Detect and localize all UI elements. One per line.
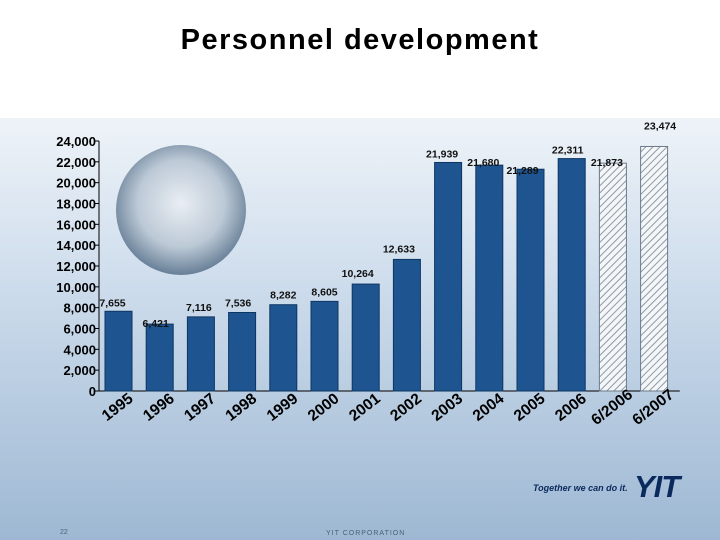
corporation-label: YIT CORPORATION [326,530,406,537]
category-label: 1996 [140,390,178,425]
data-label: 7,655 [99,297,125,309]
y-tick-label: 24,000 [56,134,96,149]
y-tick-label: 20,000 [56,176,96,191]
data-label: 8,282 [270,290,296,302]
y-tick-label: 10,000 [56,280,96,295]
data-label: 21,289 [506,165,538,177]
bar [392,258,421,392]
data-label: 8,605 [311,286,337,298]
data-label: 22,311 [552,145,584,157]
bar [186,316,215,392]
bar [557,158,586,392]
category-label: 2005 [511,390,549,425]
data-label: 21,680 [467,157,499,169]
category-label: 1999 [264,390,302,425]
group-photo-icon [116,145,246,275]
category-label: 2006 [552,390,590,425]
data-label: 21,939 [426,148,458,160]
bar [228,312,257,392]
y-tick-label: 16,000 [56,217,96,232]
bar [104,310,133,392]
category-label: 6/2006 [588,386,636,429]
category-label: 2000 [305,390,343,425]
bar [351,283,380,392]
bar [269,304,298,392]
slogan: Together we can do it. [533,483,628,493]
bar [475,164,504,392]
y-tick-label: 22,000 [56,155,96,170]
data-label: 10,264 [342,268,374,280]
page-number: 22 [60,529,68,536]
bar [640,145,669,392]
category-label: 2001 [346,390,384,425]
bar [310,300,339,392]
y-tick-label: 12,000 [56,259,96,274]
category-label: 1997 [181,390,219,425]
yit-logo: YIT [634,469,680,504]
y-tick-label: 6,000 [63,322,96,337]
y-tick-label: 18,000 [56,197,96,212]
category-label: 2002 [387,390,425,425]
category-label: 2003 [429,390,467,425]
category-label: 6/2007 [629,386,677,429]
category-label: 1998 [223,390,261,425]
y-tick-label: 0 [89,384,96,399]
category-label: 2004 [470,390,508,425]
data-label: 12,633 [383,243,415,255]
data-label: 23,474 [644,120,676,132]
bar [598,162,627,392]
y-tick-label: 2,000 [63,363,96,378]
category-label: 1995 [99,390,137,425]
data-label: 7,536 [225,298,251,310]
y-tick-label: 8,000 [63,301,96,316]
bar [145,323,174,392]
data-label: 21,873 [591,157,623,169]
data-label: 7,116 [186,302,212,314]
page-title: Personnel development [180,24,540,56]
data-label: 6,421 [143,318,169,330]
bar [516,168,545,392]
y-tick-label: 14,000 [56,238,96,253]
y-tick-label: 4,000 [63,342,96,357]
bar [434,161,463,392]
